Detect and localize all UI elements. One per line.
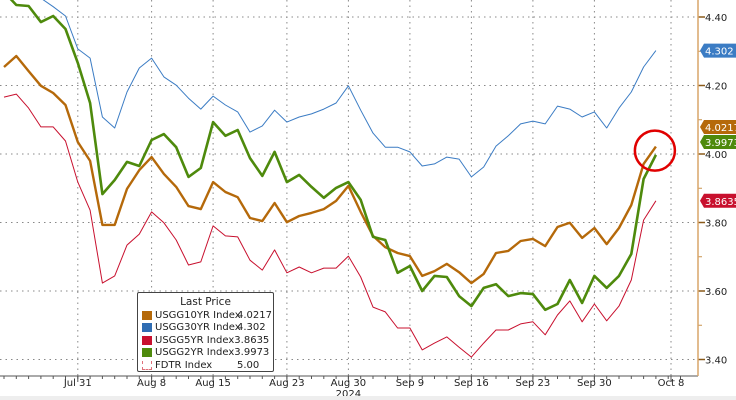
legend-value: 3.8635 <box>234 334 270 346</box>
x-tick-label: Aug 30 <box>331 378 366 389</box>
x-tick-label: Jul 31 <box>63 378 92 389</box>
legend-swatch <box>142 323 152 333</box>
value-tag-usgg2yr <box>700 135 736 149</box>
y-tick-label: 3.60 <box>705 287 727 298</box>
legend-value: 4.0217 <box>237 309 272 321</box>
legend-swatch <box>142 348 152 358</box>
x-tick-label: Aug 8 <box>137 378 166 389</box>
x-tick-label: Sep 9 <box>396 378 424 389</box>
x-tick-label: Aug 15 <box>195 378 230 389</box>
legend-label: USGG2YR Index <box>155 347 235 359</box>
annotation-layer <box>633 129 677 172</box>
series-line-usgg30yr <box>42 0 657 178</box>
legend-item-usgg2yr: USGG2YR Index 3.9973 <box>142 347 269 360</box>
y-tick-label: 3.80 <box>705 219 727 230</box>
series-line-usgg5yr <box>3 93 657 358</box>
legend: Last Price USGG10YR Index 4.0217 USGG30YR… <box>137 292 274 372</box>
y-tick-label: 4.20 <box>705 82 727 93</box>
legend-item-usgg10yr: USGG10YR Index 4.0217 <box>142 309 272 322</box>
x-tick-label: Aug 23 <box>269 378 304 389</box>
value-tag-label: 4.0217 <box>705 123 736 134</box>
x-tick-label: Sep 16 <box>454 378 489 389</box>
year-label: 2024 <box>336 389 361 400</box>
last-value-tags: 4.302 4.0217 3.9973 3.8635 <box>700 43 736 208</box>
legend-value: 4.302 <box>237 322 266 334</box>
legend-item-fdtr: FDTR Index 5.00 <box>142 359 269 372</box>
legend-item-usgg5yr: USGG5YR Index 3.8635 <box>142 334 269 347</box>
highlight-circle <box>633 129 677 172</box>
legend-value: 3.9973 <box>234 347 270 359</box>
series-lines <box>3 0 658 358</box>
value-tag-usgg30yr <box>700 43 736 58</box>
value-tag-label: 3.9973 <box>705 138 736 149</box>
legend-label: FDTR Index <box>155 359 213 371</box>
legend-item-usgg30yr: USGG30YR Index 4.302 <box>142 322 269 335</box>
legend-value: 5.00 <box>237 359 260 371</box>
y-tick-label: 4.40 <box>705 13 727 24</box>
x-tick-label: Oct 8 <box>658 378 685 389</box>
legend-label: USGG30YR Index <box>155 322 241 334</box>
x-tick-label: Sep 30 <box>577 378 612 389</box>
series-line-usgg10yr <box>3 54 657 285</box>
legend-swatch <box>142 310 152 320</box>
value-tag-label: 4.302 <box>705 47 734 58</box>
y-tick-label: 4.00 <box>705 150 727 161</box>
bottom-strip <box>0 396 736 400</box>
value-tag-label: 3.8635 <box>705 197 736 208</box>
value-tag-usgg10yr <box>700 120 736 134</box>
legend-label: USGG10YR Index <box>155 309 241 321</box>
legend-title: Last Price <box>180 296 231 308</box>
x-tick-label: Sep 23 <box>516 378 551 389</box>
series-line-usgg2yr <box>9 0 658 312</box>
legend-swatch <box>142 335 152 345</box>
legend-swatch <box>142 360 152 370</box>
legend-label: USGG5YR Index <box>155 334 235 346</box>
y-tick-label: 3.40 <box>705 356 727 367</box>
value-tag-usgg5yr <box>700 193 736 208</box>
